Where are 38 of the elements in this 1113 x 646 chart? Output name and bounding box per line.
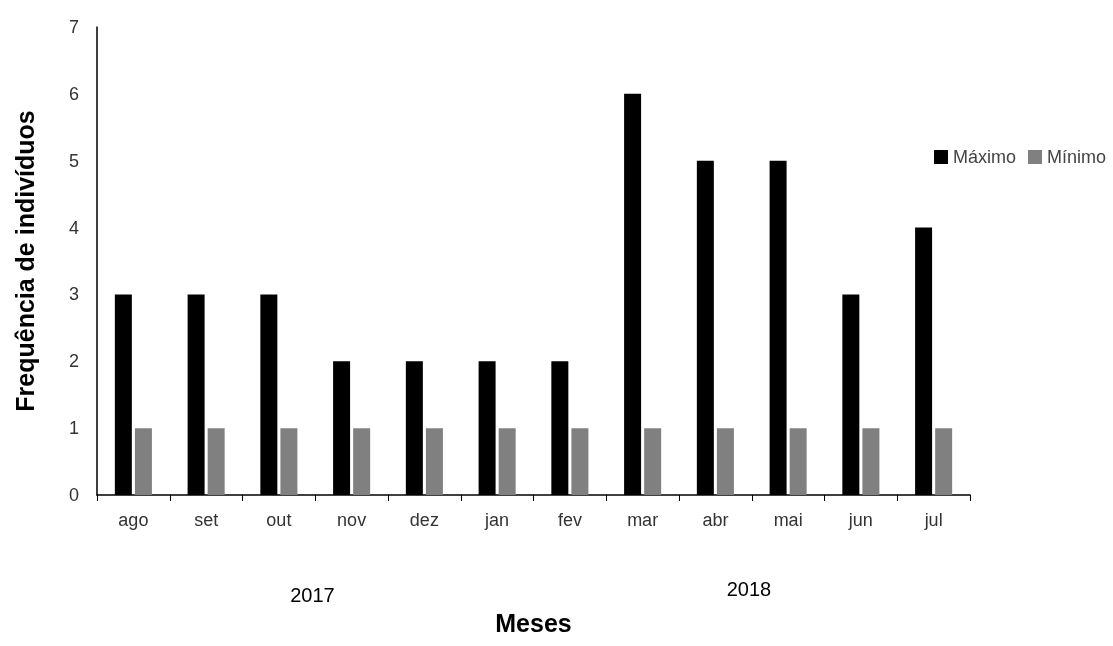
bar [716, 428, 734, 495]
bar [134, 428, 152, 495]
legend-label: Máximo [952, 147, 1016, 167]
y-tick-label: 6 [68, 83, 79, 104]
bar [353, 428, 371, 495]
x-tick-label: set [194, 510, 219, 530]
bar [935, 428, 953, 495]
x-tick-label: fev [557, 510, 582, 530]
x-tick-label: abr [702, 510, 729, 530]
y-tick-label: 7 [68, 17, 79, 37]
bar [425, 428, 443, 495]
bar [644, 428, 662, 495]
legend-label: Mínimo [1046, 147, 1107, 167]
bar [280, 428, 298, 495]
y-tick-label: 4 [68, 217, 79, 238]
x-tick-label: jul [923, 510, 943, 530]
y-tick-label: 3 [68, 284, 79, 305]
y-tick-label: 5 [68, 150, 79, 171]
x-tick-label: out [266, 510, 292, 530]
y-axis-title: Frequência de indivíduos [10, 110, 39, 412]
y-tick-label: 0 [68, 485, 79, 505]
x-axis-title: Meses [495, 608, 572, 637]
text: 2018 [726, 578, 772, 600]
x-tick-label: nov [337, 510, 367, 530]
x-tick-label: ago [118, 510, 149, 530]
y-tick-label: 1 [68, 418, 79, 439]
x-tick-label: mai [773, 510, 803, 530]
y-tick-label: 2 [68, 351, 79, 372]
bar [571, 428, 589, 495]
bar [498, 428, 516, 495]
bar [207, 428, 225, 495]
x-tick-label: jun [847, 510, 873, 530]
x-tick-label: mar [627, 510, 659, 530]
bar [789, 428, 807, 495]
x-tick-label: dez [409, 510, 439, 530]
bar [862, 428, 880, 495]
text: 2017 [290, 584, 335, 606]
x-tick-label: jan [484, 510, 510, 530]
